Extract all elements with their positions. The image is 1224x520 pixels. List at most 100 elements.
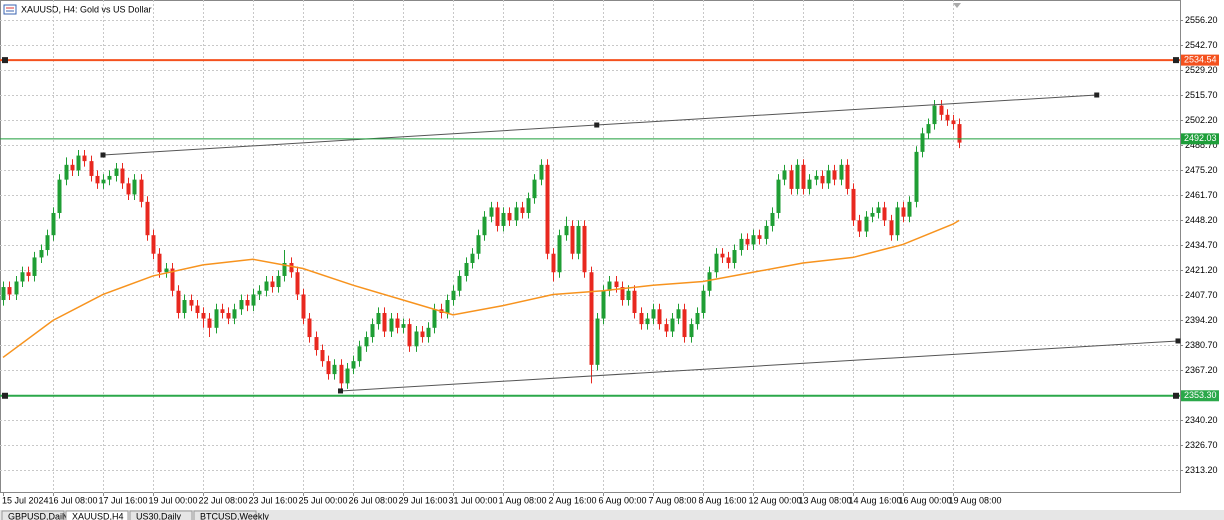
candle-body	[801, 164, 806, 189]
candle-body	[664, 324, 669, 332]
candle-body	[514, 207, 519, 221]
candle-body	[126, 183, 131, 195]
candle-body	[532, 179, 537, 199]
candle-body	[889, 220, 894, 236]
candle-body	[582, 225, 587, 273]
candle-body	[589, 272, 594, 365]
candle-body	[695, 312, 700, 325]
candle-body	[470, 253, 475, 263]
candle-body	[82, 155, 87, 162]
candle-body	[376, 312, 381, 325]
candle-body	[814, 175, 819, 180]
candle-body	[820, 175, 825, 184]
candle-body	[445, 300, 450, 313]
candle-body	[457, 275, 462, 291]
level-anchor	[1173, 57, 1179, 64]
candle-body	[357, 346, 362, 362]
candle-body	[914, 151, 919, 202]
candle-body	[176, 290, 181, 313]
candle-body	[164, 268, 169, 273]
candle-body	[926, 124, 931, 134]
candle-body	[689, 324, 694, 338]
candle-body	[626, 290, 631, 301]
level-label: 2353.30	[1184, 390, 1217, 400]
tab[interactable]	[193, 510, 257, 520]
y-tick-label: 2367.20	[1185, 365, 1218, 375]
candle-body	[732, 250, 737, 263]
candle-body	[14, 281, 19, 295]
candle-body	[551, 253, 556, 273]
candle-body	[826, 170, 831, 184]
candle-body	[401, 324, 406, 328]
candle-body	[245, 300, 250, 306]
candle-body	[639, 312, 644, 325]
candle-body	[407, 324, 412, 347]
candle-body	[720, 253, 725, 258]
y-tick-label: 2475.20	[1185, 165, 1218, 175]
candle-body	[876, 207, 881, 213]
moving-average	[2, 219, 960, 359]
candle-body	[476, 235, 481, 254]
candle-body	[226, 312, 231, 319]
candle-body	[201, 312, 206, 319]
candle-body	[751, 235, 756, 245]
level-label-box	[1181, 133, 1219, 145]
y-tick-label: 2421.20	[1185, 265, 1218, 275]
x-tick-label: 26 Jul 08:00	[349, 495, 398, 505]
tab[interactable]	[1, 510, 65, 520]
x-tick-label: 13 Aug 08:00	[799, 495, 852, 505]
candle-body	[170, 268, 175, 291]
candle-body	[895, 207, 900, 236]
candle-body	[345, 368, 350, 384]
candle-body	[701, 290, 706, 313]
candle-body	[45, 235, 50, 251]
tab[interactable]	[65, 510, 129, 520]
candle-body	[420, 331, 425, 338]
candle-body	[139, 179, 144, 202]
candle-body	[870, 212, 875, 217]
candle-body	[32, 257, 37, 276]
candle-body	[795, 164, 800, 189]
candle-body	[707, 272, 712, 291]
level-anchor	[2, 57, 8, 64]
tab[interactable]	[129, 510, 193, 520]
candle-body	[770, 212, 775, 226]
candle-body	[51, 212, 56, 236]
candle-body	[839, 164, 844, 180]
tab-label[interactable]: XAUUSD,H4	[72, 511, 124, 520]
candle-body	[232, 309, 237, 319]
y-tick-label: 2488.70	[1185, 140, 1218, 150]
candle-body	[264, 281, 269, 291]
candle-body	[157, 253, 162, 273]
candle-body	[120, 168, 125, 184]
tab-label[interactable]: US30,Daily	[136, 511, 182, 520]
candle-body	[951, 120, 956, 125]
trendline-anchor	[338, 388, 343, 394]
x-tick-label: 1 Aug 08:00	[499, 495, 547, 505]
candle-body	[289, 262, 294, 273]
candle-body	[570, 225, 575, 254]
x-tick-label: 31 Jul 00:00	[449, 495, 498, 505]
candle-body	[276, 275, 281, 288]
y-tick-label: 2407.70	[1185, 290, 1218, 300]
y-tick-label: 2313.20	[1185, 465, 1218, 475]
candle-body	[39, 250, 44, 258]
candle-body	[726, 257, 731, 263]
candle-body	[864, 216, 869, 232]
candle-body	[382, 312, 387, 332]
candle-body	[464, 262, 469, 276]
candle-body	[632, 290, 637, 313]
candle-body	[182, 300, 187, 313]
x-tick-label: 22 Jul 08:00	[199, 495, 248, 505]
tab-label[interactable]: BTCUSD,Weekly	[200, 511, 269, 520]
x-tick-label: 14 Aug 16:00	[849, 495, 902, 505]
x-tick-label: 19 Jul 00:00	[149, 495, 198, 505]
candle-body	[145, 201, 150, 236]
candle-body	[426, 327, 431, 338]
candle-body	[301, 294, 306, 319]
candle-body	[451, 290, 456, 301]
candle-body	[739, 238, 744, 251]
tab-label[interactable]: GBPUSD,Daily	[8, 511, 69, 520]
candle-body	[901, 207, 906, 217]
x-tick-label: 12 Aug 00:00	[749, 495, 802, 505]
